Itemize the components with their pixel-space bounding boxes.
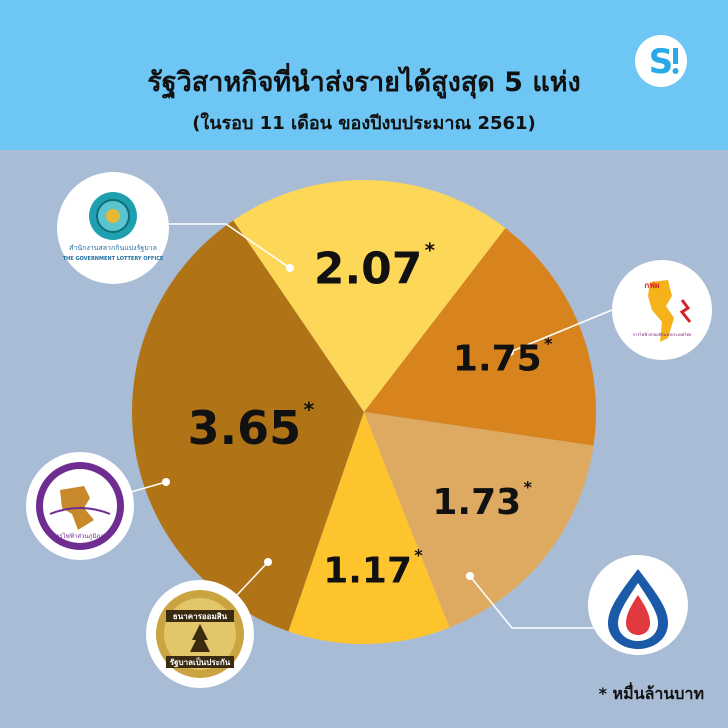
slice-value-label: 1.75	[453, 339, 542, 380]
pie-slice	[233, 179, 506, 412]
slice-value-label: 1.73	[432, 482, 521, 523]
leader-dot	[286, 264, 294, 272]
egat-logo-text: กฟผ	[644, 281, 660, 290]
pie-slice	[364, 412, 594, 628]
leader-line	[235, 561, 269, 597]
ptt-logo	[588, 555, 688, 655]
lottery-logo-thai-text: สำนักงานสลากกินแบ่งรัฐบาล	[69, 244, 157, 252]
leader-line	[469, 575, 600, 629]
egat-logo-caption: การไฟฟ้าฝ่ายผลิตแห่งประเทศไทย	[633, 332, 692, 337]
leader-line	[150, 223, 291, 269]
leader-dot	[466, 572, 474, 580]
leader-dot	[162, 478, 170, 486]
lottery-logo-english-text: THE GOVERNMENT LOTTERY OFFICE	[63, 256, 164, 262]
slice-value-label: 1.17	[323, 550, 412, 591]
slice-asterisk: *	[425, 239, 435, 262]
chart-title: รัฐวิสาหกิจที่นำส่งรายได้สูงสุด 5 แห่ง	[147, 67, 581, 98]
leader-dot	[264, 558, 272, 566]
pie-slice	[364, 228, 596, 446]
leader-dot	[506, 348, 514, 356]
slice-asterisk: *	[523, 477, 532, 496]
header-band	[0, 0, 728, 150]
pie-slice	[288, 412, 450, 644]
leader-line	[509, 309, 613, 353]
sanook-brand-icon: S	[635, 35, 687, 87]
pea-logo: การไฟฟ้าส่วนภูมิภาค	[26, 452, 134, 560]
pie-slice	[132, 220, 364, 632]
egat-logo: กฟผ การไฟฟ้าฝ่ายผลิตแห่งประเทศไทย	[612, 260, 712, 360]
slice-value-label: 3.65	[188, 401, 302, 455]
svg-text:S: S	[649, 42, 674, 82]
slice-asterisk: *	[303, 398, 314, 422]
government-lottery-office-logo: สำนักงานสลากกินแบ่งรัฐบาล THE GOVERNMENT…	[57, 172, 169, 284]
pea-logo-caption: การไฟฟ้าส่วนภูมิภาค	[52, 532, 108, 540]
slice-value-label: 2.07	[314, 244, 423, 295]
unit-footnote: * หมื่นล้านบาท	[598, 684, 704, 703]
gsb-logo-bottom-text: รัฐบาลเป็นประกัน	[170, 656, 231, 668]
chart-subtitle: (ในรอบ 11 เดือน ของปีงบประมาณ 2561)	[192, 113, 536, 134]
government-savings-bank-logo: ธนาคารออมสิน รัฐบาลเป็นประกัน	[146, 580, 254, 688]
gsb-logo-top-text: ธนาคารออมสิน	[173, 612, 228, 621]
slice-asterisk: *	[414, 546, 423, 565]
slice-asterisk: *	[544, 334, 553, 353]
